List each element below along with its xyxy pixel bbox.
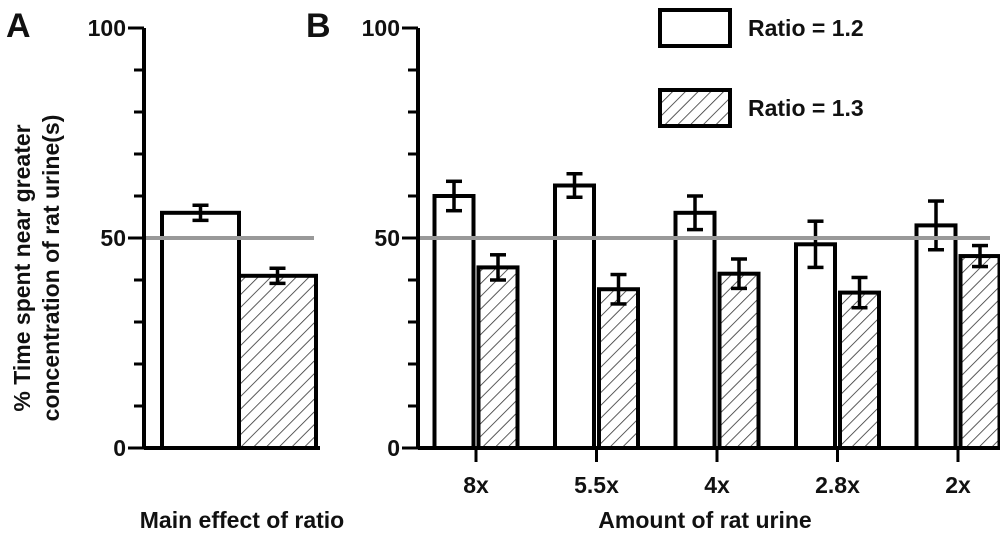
bar (237, 273, 318, 450)
y-tick-label: 100 (362, 15, 400, 41)
y-axis-label-line-1: % Time spent near greater (9, 124, 35, 411)
legend-label: Ratio = 1.3 (748, 95, 864, 121)
panel-label-a: A (6, 7, 31, 45)
bar (432, 194, 476, 450)
x-axis-title-b: Amount of rat urine (598, 507, 811, 533)
x-tick-label: 5.5x (574, 472, 619, 498)
y-tick-label: 50 (100, 225, 126, 251)
x-axis-title-a: Main effect of ratio (140, 507, 344, 533)
bar (914, 223, 958, 450)
x-tick-label: 8x (463, 472, 489, 498)
y-axis-label-line-2: concentration of rat urine(s) (38, 115, 64, 422)
x-tick-label: 2.8x (815, 472, 860, 498)
legend: Ratio = 1.2 Ratio = 1.3 (658, 8, 864, 128)
bar (717, 271, 761, 451)
y-tick-label: 0 (387, 435, 400, 461)
y-tick-label: 0 (113, 435, 126, 461)
chart-panel-a: 0 50 100 (88, 15, 320, 461)
y-tick-label: 100 (88, 15, 126, 41)
y-tick-label: 50 (374, 225, 400, 251)
legend-swatch (658, 8, 732, 48)
x-tick-label: 2x (945, 472, 971, 498)
panel-label-b: B (306, 7, 331, 45)
bar (794, 242, 837, 450)
bar (958, 254, 1000, 450)
legend-swatch (658, 88, 732, 128)
bar (160, 210, 241, 450)
bar (476, 265, 520, 450)
chart-panel-b: 0 50 100 8x 5.5x 4x 2.8x 2x (362, 15, 1000, 498)
bar (838, 290, 881, 450)
x-tick-label: 4x (704, 472, 730, 498)
bar (553, 183, 596, 450)
bar (673, 210, 717, 450)
bar (597, 287, 640, 450)
legend-label: Ratio = 1.2 (748, 15, 864, 41)
